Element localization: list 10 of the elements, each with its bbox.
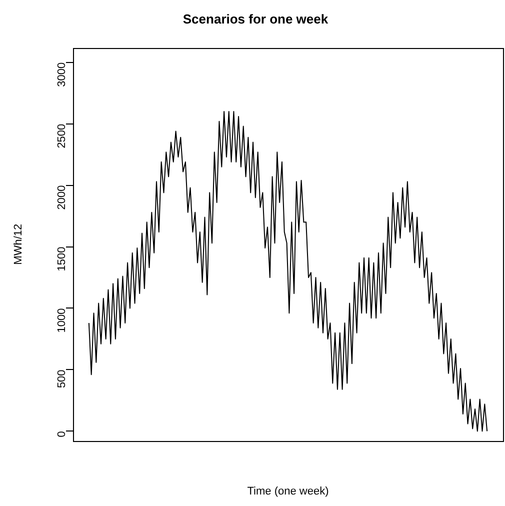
x-axis-title: Time (one week) [247,485,329,498]
y-tick-label: 0 [56,431,68,438]
y-tick-label: 2500 [56,124,68,148]
y-tick-label: 1000 [56,308,68,333]
y-tick-label: 500 [56,370,68,388]
y-axis-title: MWh/12 [12,224,25,265]
y-tick-label: 3000 [56,62,68,87]
chart-title: Scenarios for one week [182,11,329,26]
y-tick-label: 1500 [56,246,68,272]
y-tick-label: 2000 [56,185,68,210]
